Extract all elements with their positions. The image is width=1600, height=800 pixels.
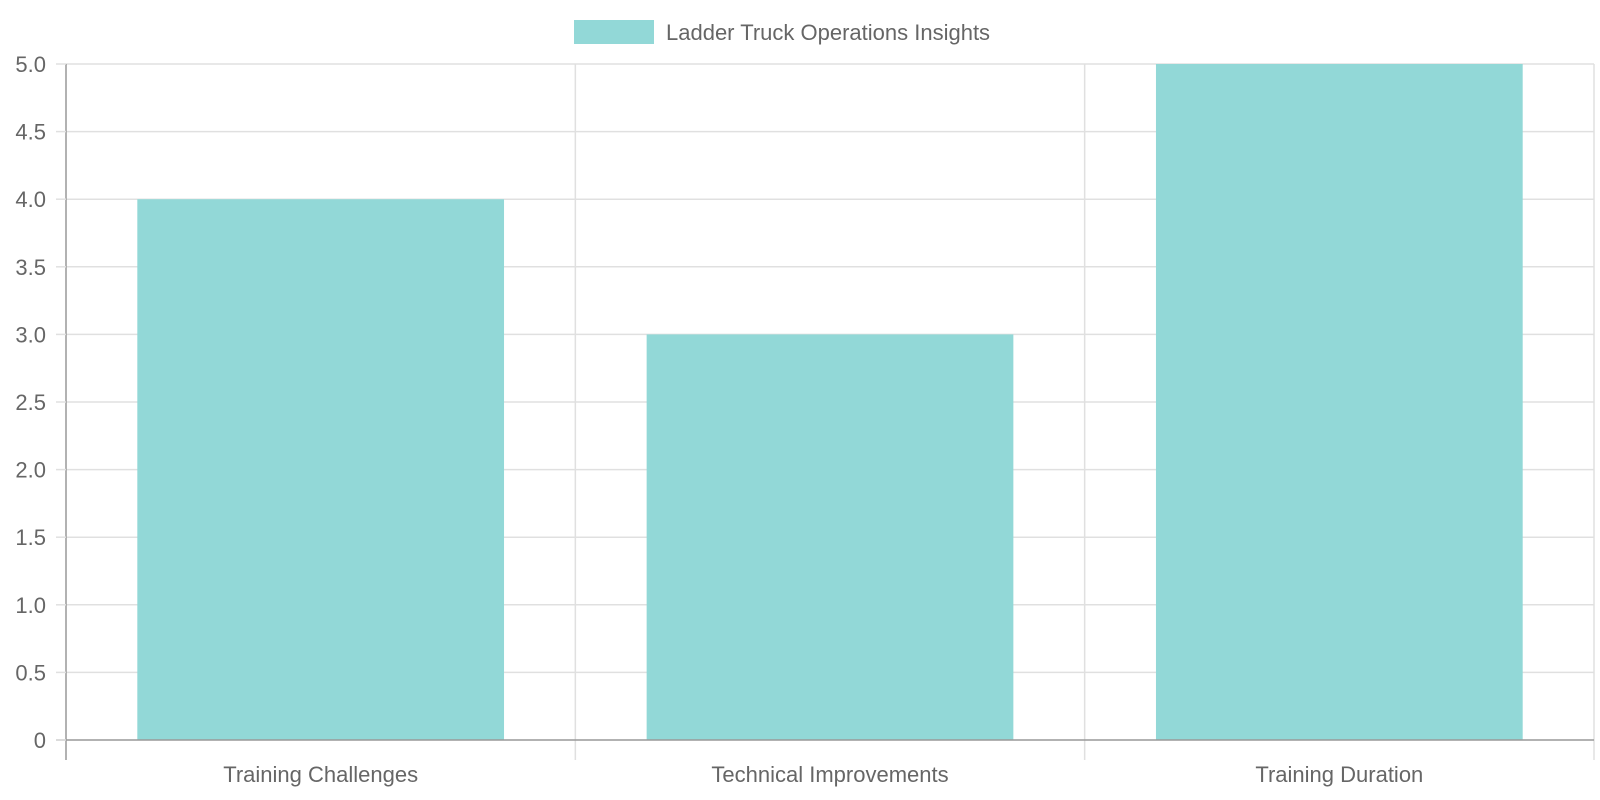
axes [56,63,1594,760]
legend-swatch [574,20,654,44]
y-tick-label: 3.0 [15,322,46,347]
legend[interactable]: Ladder Truck Operations Insights [574,20,990,45]
y-tick-label: 4.0 [15,187,46,212]
bars [137,64,1523,740]
y-tick-label: 5.0 [15,52,46,77]
x-tick-label: Training Challenges [223,762,418,787]
bar-training-duration[interactable] [1155,64,1523,740]
y-axis-tick-labels: 0 0.5 1.0 1.5 2.0 2.5 3.0 3.5 4.0 4.5 5.0 [15,52,46,753]
y-tick-label: 2.5 [15,390,46,415]
bar-technical-improvements[interactable] [646,334,1014,740]
y-tick-label: 0.5 [15,660,46,685]
y-tick-label: 1.5 [15,525,46,550]
y-tick-label: 0 [34,728,46,753]
bar-training-challenges[interactable] [137,199,505,740]
y-tick-label: 4.5 [15,120,46,145]
x-axis-tick-labels: Training Challenges Technical Improvement… [223,762,1423,787]
y-tick-label: 1.0 [15,593,46,618]
x-tick-label: Technical Improvements [711,762,948,787]
y-tick-label: 2.0 [15,458,46,483]
legend-label-ladder-truck-operations-insights: Ladder Truck Operations Insights [666,20,990,45]
x-tick-label: Training Duration [1255,762,1423,787]
y-tick-label: 3.5 [15,255,46,280]
